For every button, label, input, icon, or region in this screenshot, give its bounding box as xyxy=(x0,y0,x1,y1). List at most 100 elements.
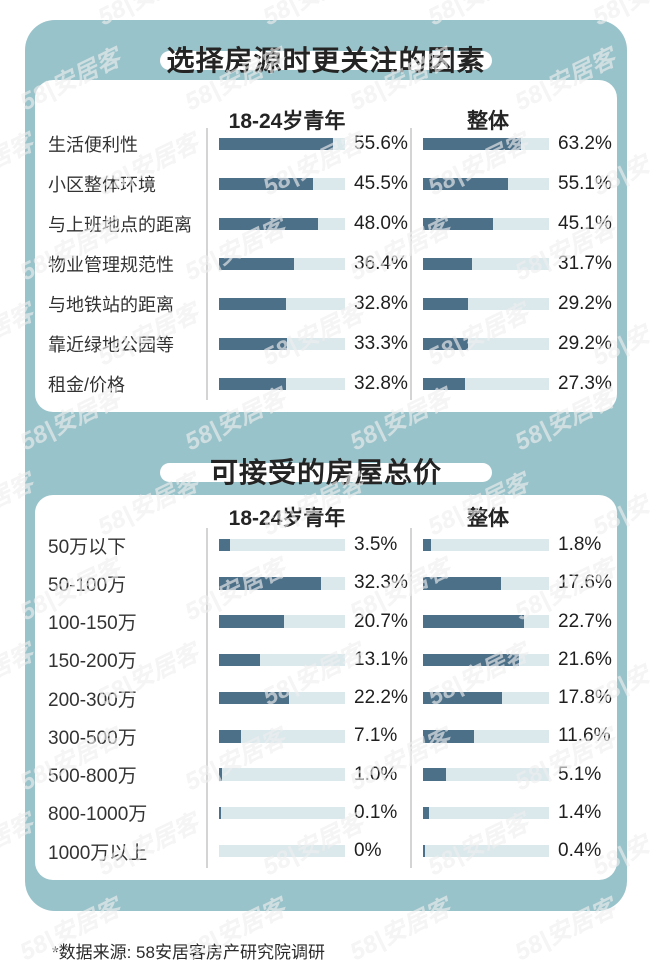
row-label: 150-200万 xyxy=(48,651,137,673)
bar-fill-youth xyxy=(219,297,287,311)
bar-cell-overall: 31.7% xyxy=(410,253,617,275)
bar-track xyxy=(423,730,549,743)
value-overall: 55.1% xyxy=(558,173,612,194)
row-label: 与地铁站的距离 xyxy=(48,295,174,315)
bar-cell-youth: 48.0% xyxy=(206,213,410,235)
row-label: 50万以下 xyxy=(48,536,127,558)
bar-track xyxy=(423,377,549,391)
bar-cell-overall: 11.6% xyxy=(410,725,617,747)
value-overall: 17.6% xyxy=(558,572,612,594)
bar-track xyxy=(219,538,345,552)
bar-cell-overall: 27.3% xyxy=(410,373,617,395)
value-youth: 55.6% xyxy=(354,133,408,154)
bar-fill-overall xyxy=(423,538,431,552)
value-overall: 63.2% xyxy=(558,133,612,154)
bar-cell-youth: 0% xyxy=(206,840,410,862)
bar-track xyxy=(219,844,345,858)
bar-fill-overall xyxy=(423,577,502,590)
bar-track xyxy=(219,806,345,820)
divider-line xyxy=(206,528,208,868)
bar-cell-youth: 20.7% xyxy=(206,611,410,633)
bar-cell-overall: 0.4% xyxy=(410,840,617,862)
bar-cell-overall: 17.6% xyxy=(410,572,617,594)
bar-fill-overall xyxy=(423,806,430,820)
bar-fill-overall xyxy=(423,844,425,858)
bar-fill-youth xyxy=(219,177,313,191)
row-label: 200-300万 xyxy=(48,689,137,711)
bar-cell-overall: 17.8% xyxy=(410,687,617,709)
table-row: 靠近绿地公园等 33.3% 29.2% xyxy=(35,324,617,364)
bar-track xyxy=(423,217,549,231)
bar-cell-youth: 32.3% xyxy=(206,572,410,594)
value-overall: 1.4% xyxy=(558,801,602,823)
bar-cell-overall: 22.7% xyxy=(410,611,617,633)
bar-cell-overall: 1.8% xyxy=(410,534,617,556)
value-youth: 32.8% xyxy=(354,293,408,314)
value-overall: 45.1% xyxy=(558,213,612,234)
column-header-youth: 18-24岁青年 xyxy=(228,507,346,530)
bar-fill-youth xyxy=(219,337,288,351)
row-label: 100-150万 xyxy=(48,613,137,635)
value-youth: 32.3% xyxy=(354,572,408,594)
bar-cell-overall: 29.2% xyxy=(410,293,617,315)
bar-cell-youth: 32.8% xyxy=(206,373,410,395)
table-row: 与地铁站的距离 32.8% 29.2% xyxy=(35,284,617,324)
value-youth: 0.1% xyxy=(354,801,398,823)
bar-cell-overall: 45.1% xyxy=(410,213,617,235)
bar-track xyxy=(219,768,345,781)
bar-cell-youth: 3.5% xyxy=(206,534,410,556)
divider-line xyxy=(410,128,412,400)
value-overall: 22.7% xyxy=(558,610,612,632)
chart-card-factors: 18-24岁青年 整体 生活便利性 55.6% 63.2% 小区整体环境 45.… xyxy=(35,80,617,412)
bar-cell-youth: 36.4% xyxy=(206,253,410,275)
bar-fill-youth xyxy=(219,377,287,391)
bar-fill-youth xyxy=(219,538,231,552)
bar-cell-youth: 1.0% xyxy=(206,764,410,786)
table-row: 1000万以上 0% 0.4% xyxy=(35,832,617,870)
bar-track xyxy=(423,337,549,351)
table-row: 100-150万 20.7% 22.7% xyxy=(35,603,617,641)
bar-cell-youth: 33.3% xyxy=(206,333,410,355)
table-row: 50万以下 3.5% 1.8% xyxy=(35,526,617,564)
value-youth: 3.5% xyxy=(354,534,398,556)
table-row: 50-100万 32.3% 17.6% xyxy=(35,564,617,602)
bar-cell-overall: 21.6% xyxy=(410,649,617,671)
bar-fill-youth xyxy=(219,730,242,743)
bar-track xyxy=(219,337,345,351)
table-row: 200-300万 22.2% 17.8% xyxy=(35,679,617,717)
bar-fill-overall xyxy=(423,768,446,781)
divider-line xyxy=(410,528,412,868)
bar-track xyxy=(423,691,549,705)
bar-fill-youth xyxy=(219,257,294,271)
table-row: 租金/价格 32.8% 27.3% xyxy=(35,364,617,404)
value-overall: 17.8% xyxy=(558,687,612,709)
bar-cell-overall: 63.2% xyxy=(410,133,617,155)
bar-fill-youth xyxy=(219,615,285,628)
bar-cell-youth: 13.1% xyxy=(206,649,410,671)
section-title: 可接受的房屋总价 xyxy=(209,457,442,488)
row-label: 50-100万 xyxy=(48,574,127,596)
column-header-overall: 整体 xyxy=(467,507,509,530)
value-youth: 13.1% xyxy=(354,648,408,670)
bar-fill-overall xyxy=(423,691,502,705)
bar-cell-overall: 1.4% xyxy=(410,802,617,824)
bar-fill-overall xyxy=(423,730,475,743)
bar-track xyxy=(219,615,345,628)
bar-track xyxy=(219,137,345,151)
value-overall: 29.2% xyxy=(558,333,612,354)
value-overall: 1.8% xyxy=(558,534,602,556)
bar-track xyxy=(423,653,549,667)
value-overall: 5.1% xyxy=(558,763,602,785)
rows: 生活便利性 55.6% 63.2% 小区整体环境 45.5% 55.1% xyxy=(35,124,617,404)
bar-track xyxy=(219,217,345,231)
bar-fill-overall xyxy=(423,177,509,191)
value-youth: 45.5% xyxy=(354,173,408,194)
value-youth: 1.0% xyxy=(354,763,398,785)
bar-track xyxy=(219,730,345,743)
bar-fill-overall xyxy=(423,615,524,628)
bar-track xyxy=(423,297,549,311)
value-youth: 32.8% xyxy=(354,373,408,394)
bar-fill-overall xyxy=(423,297,469,311)
table-row: 与上班地点的距离 48.0% 45.1% xyxy=(35,204,617,244)
